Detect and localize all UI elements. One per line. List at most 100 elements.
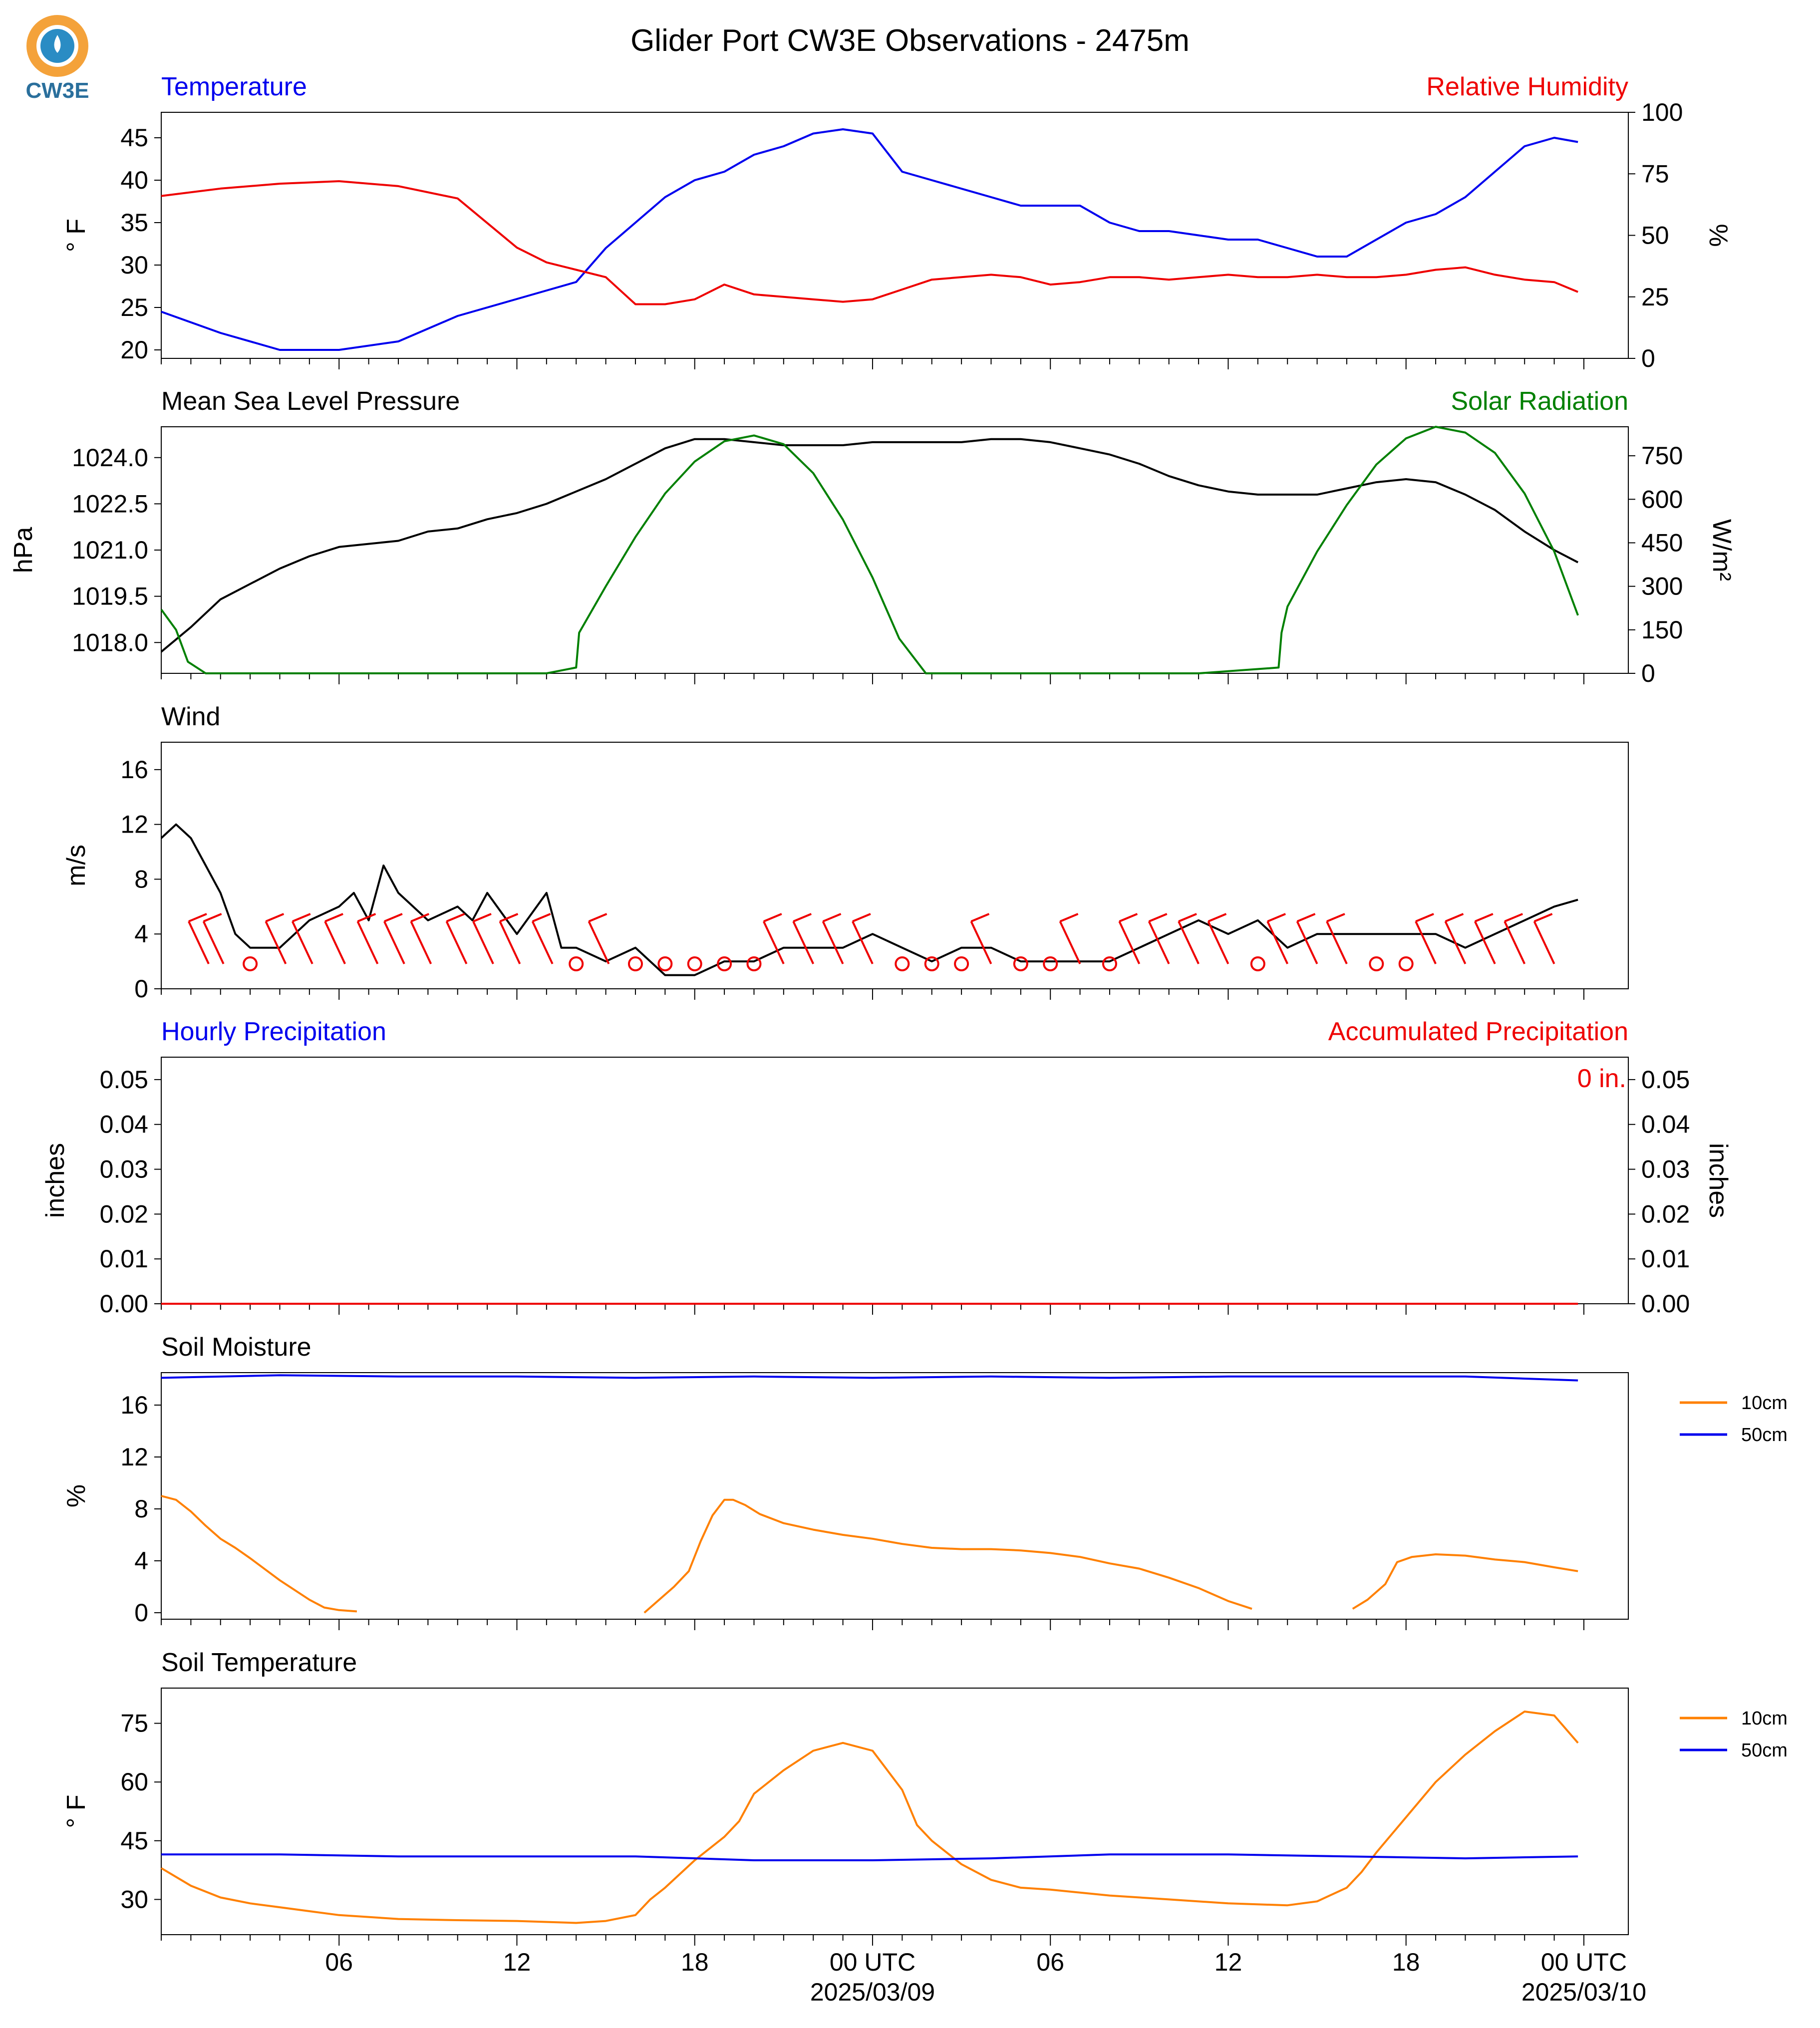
y-tick-label-left: 0.01 bbox=[100, 1245, 148, 1273]
legend-label: 50cm bbox=[1741, 1740, 1788, 1761]
x-date-label: 2025/03/09 bbox=[810, 1978, 935, 2006]
panels: Temperature Relative Humidity202530354045… bbox=[9, 72, 1788, 2006]
wind-barb bbox=[265, 913, 287, 964]
y-tick-label-left: 8 bbox=[134, 865, 148, 893]
y-tick-label-left: 4 bbox=[134, 920, 148, 948]
wind-barb-calm bbox=[627, 956, 643, 971]
series-10cm bbox=[160, 1711, 1579, 1924]
logo-ring bbox=[26, 15, 88, 77]
panel-precipitation: Hourly Precipitation Accumulated Precipit… bbox=[41, 1017, 1733, 1318]
wind-barb bbox=[188, 913, 210, 964]
y-tick-label-left: 60 bbox=[120, 1768, 148, 1796]
wind-barb-calm bbox=[954, 956, 969, 971]
legend-label: 50cm bbox=[1741, 1425, 1788, 1446]
wind-barb bbox=[1207, 913, 1229, 964]
x-tick-label: 18 bbox=[1392, 1948, 1420, 1976]
y-tick-label-left: 0.04 bbox=[100, 1111, 148, 1139]
y-tick-label-left: 1022.5 bbox=[72, 490, 148, 518]
panel-title-right: Relative Humidity bbox=[1426, 72, 1628, 101]
y-axis-label-right: inches bbox=[1704, 1143, 1733, 1218]
y-tick-label-left: 12 bbox=[120, 811, 148, 839]
x-date-label: 2025/03/10 bbox=[1521, 1978, 1646, 2006]
wind-barb bbox=[1415, 913, 1437, 964]
wind-barb bbox=[410, 913, 432, 964]
wind-barb bbox=[763, 913, 785, 964]
wind-barb bbox=[792, 913, 815, 964]
y-tick-label-left: 45 bbox=[120, 1827, 148, 1855]
y-tick-label-left: 0.00 bbox=[100, 1290, 148, 1318]
panel-soil-temperature: Soil Temperature 30 45 60 75 ° F 10cm 50cm bbox=[62, 1648, 1788, 1946]
panel-title-left: Wind bbox=[161, 702, 220, 731]
panel-title-left: Hourly Precipitation bbox=[161, 1017, 386, 1046]
y-tick-label-right: 0.00 bbox=[1641, 1290, 1690, 1318]
plot-frame bbox=[161, 1688, 1629, 1935]
y-tick-label-left: 0.05 bbox=[100, 1066, 148, 1094]
wind-barb-calm bbox=[687, 956, 702, 971]
wind-barb bbox=[202, 913, 225, 964]
y-tick-label-right: 75 bbox=[1641, 160, 1669, 188]
y-tick-label-left: 12 bbox=[120, 1443, 148, 1471]
y-tick-label-left: 35 bbox=[120, 209, 148, 237]
x-tick-label: 06 bbox=[1036, 1948, 1064, 1976]
y-tick-label-right: 450 bbox=[1641, 529, 1683, 557]
series-relative-humidity bbox=[161, 180, 1578, 305]
wind-barb-calm bbox=[924, 956, 939, 971]
x-tick-label: 00 UTC bbox=[1541, 1948, 1627, 1976]
y-tick-label-left: 1024.0 bbox=[72, 444, 148, 472]
y-axis-label-left: hPa bbox=[9, 527, 38, 574]
y-axis-label-left: ° F bbox=[62, 219, 91, 252]
y-tick-label-left: 1021.0 bbox=[72, 536, 148, 564]
y-tick-label-right: 0.01 bbox=[1641, 1245, 1690, 1273]
panel-title-left: Temperature bbox=[161, 72, 307, 101]
wind-barb bbox=[970, 913, 992, 964]
plot-frame bbox=[161, 426, 1629, 674]
wind-barb bbox=[1504, 913, 1526, 964]
wind-barb bbox=[852, 913, 874, 964]
wind-barb-calm bbox=[1398, 956, 1414, 971]
y-tick-label-right: 750 bbox=[1641, 442, 1683, 470]
y-tick-label-right: 25 bbox=[1641, 283, 1669, 311]
y-tick-label-left: 45 bbox=[120, 124, 148, 152]
wind-barb bbox=[1059, 913, 1081, 964]
wind-barb bbox=[472, 913, 494, 964]
y-tick-label-left: 16 bbox=[120, 1391, 148, 1419]
series-mean-sea-level-pressure bbox=[160, 438, 1579, 653]
y-tick-label-left: 75 bbox=[120, 1710, 148, 1738]
y-tick-label-left: 40 bbox=[120, 166, 148, 194]
y-axis-label-left: % bbox=[62, 1484, 91, 1507]
series-temperature bbox=[161, 128, 1578, 351]
wind-barb bbox=[499, 913, 521, 964]
plot-frame bbox=[161, 1372, 1629, 1620]
wind-barb-calm bbox=[243, 956, 258, 971]
y-tick-label-right: 0.03 bbox=[1641, 1156, 1690, 1183]
wind-barb bbox=[1266, 913, 1289, 964]
y-tick-label-left: 0.02 bbox=[100, 1200, 148, 1228]
y-tick-label-left: 1019.5 bbox=[72, 582, 148, 610]
wind-barb bbox=[822, 913, 844, 964]
wind-barb bbox=[356, 913, 379, 964]
wind-barb-calm bbox=[1013, 956, 1028, 971]
y-axis-label-left: inches bbox=[41, 1143, 70, 1218]
plot-frame bbox=[161, 742, 1629, 989]
series-solar-radiation bbox=[160, 426, 1579, 674]
panel-title-left: Soil Moisture bbox=[161, 1333, 311, 1362]
wind-barb bbox=[1296, 913, 1318, 964]
figure-title: Glider Port CW3E Observations - 2475m bbox=[630, 23, 1190, 58]
series-50cm bbox=[161, 1853, 1578, 1861]
y-tick-label-left: 0 bbox=[134, 1599, 148, 1627]
wind-barb bbox=[383, 913, 405, 964]
y-axis-label-right: % bbox=[1704, 224, 1733, 247]
wind-barb-calm bbox=[1102, 956, 1117, 971]
wind-barb bbox=[1326, 913, 1348, 964]
panel-title-left: Mean Sea Level Pressure bbox=[161, 387, 460, 416]
panel-soil-moisture: Soil Moisture 0 4 8 12 16% 10cm 50cm bbox=[62, 1333, 1788, 1630]
wind-barb bbox=[324, 913, 346, 964]
y-tick-label-right: 0.04 bbox=[1641, 1111, 1690, 1139]
y-tick-label-left: 0 bbox=[134, 975, 148, 1003]
y-tick-label-left: 30 bbox=[120, 1885, 148, 1913]
legend-label: 10cm bbox=[1741, 1708, 1788, 1729]
panel-temperature-humidity: Temperature Relative Humidity 20 25 30 35 40 45… bbox=[62, 72, 1733, 372]
y-axis-label-left: m/s bbox=[62, 845, 91, 886]
wind-barb bbox=[588, 913, 610, 964]
